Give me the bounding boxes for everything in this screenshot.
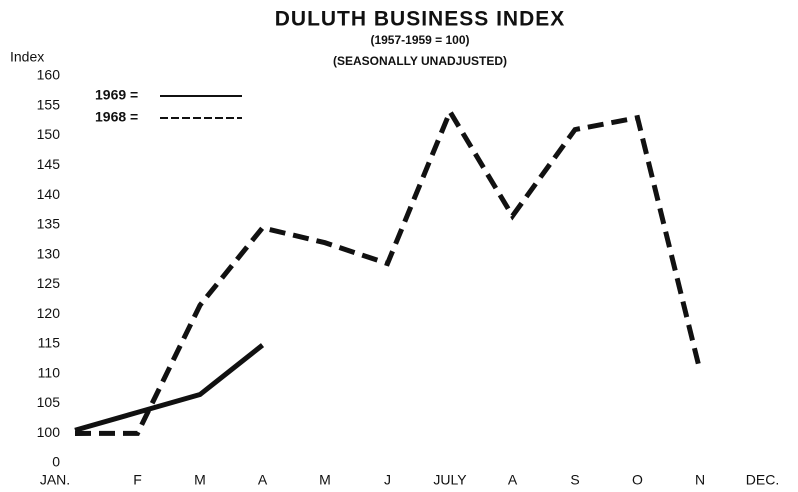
chart-title: DULUTH BUSINESS INDEX bbox=[275, 8, 566, 31]
y-tick-label: 150 bbox=[37, 126, 61, 142]
y-tick-label: 125 bbox=[37, 275, 61, 291]
y-tick-label: 155 bbox=[37, 96, 61, 112]
x-tick-label: S bbox=[570, 472, 579, 488]
x-tick-label: A bbox=[508, 472, 518, 488]
y-tick-label: 115 bbox=[38, 335, 61, 351]
y-tick-label: 160 bbox=[37, 67, 61, 83]
y-tick-label: 135 bbox=[37, 216, 61, 232]
y-axis-label: Index bbox=[10, 49, 44, 65]
legend-label: 1969 = bbox=[95, 87, 138, 103]
y-tick-label: 120 bbox=[37, 305, 61, 321]
y-tick-label: 145 bbox=[37, 156, 61, 172]
y-tick-label: 130 bbox=[37, 245, 61, 261]
x-tick-label: M bbox=[319, 472, 331, 488]
data-line bbox=[74, 343, 265, 433]
legend-label: 1968 = bbox=[95, 109, 138, 125]
chart-subtitle: (1957-1959 = 100) bbox=[370, 33, 469, 47]
y-tick-label: 110 bbox=[38, 364, 61, 380]
x-tick-label: A bbox=[258, 472, 268, 488]
x-tick-label: JULY bbox=[433, 472, 467, 488]
x-tick-label: M bbox=[194, 472, 206, 488]
x-tick-label: F bbox=[133, 472, 142, 488]
y-tick-label: 140 bbox=[37, 186, 61, 202]
y-tick-label: 0 bbox=[52, 454, 60, 470]
x-tick-label: N bbox=[695, 472, 705, 488]
x-tick-label: DEC. bbox=[746, 472, 779, 488]
x-tick-label: J bbox=[384, 472, 391, 488]
y-tick-label: 100 bbox=[37, 424, 61, 440]
x-tick-label: O bbox=[632, 472, 643, 488]
chart-subtitle: (SEASONALLY UNADJUSTED) bbox=[333, 54, 507, 68]
x-tick-label: JAN. bbox=[40, 472, 70, 488]
y-tick-label: 105 bbox=[37, 394, 61, 410]
data-line bbox=[74, 106, 703, 436]
